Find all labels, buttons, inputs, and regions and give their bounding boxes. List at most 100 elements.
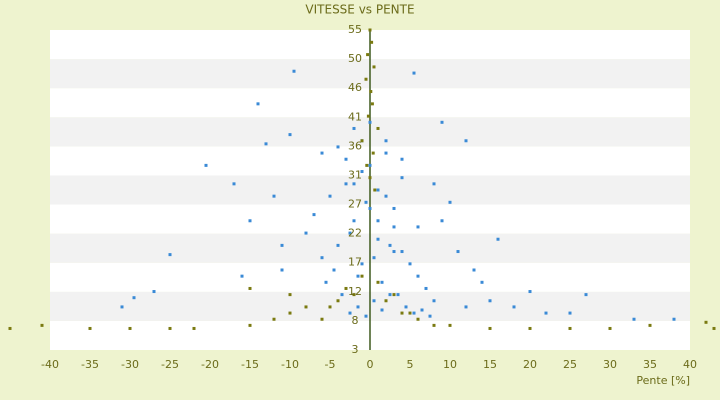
- point: [368, 206, 372, 210]
- point: [432, 323, 436, 327]
- point: [264, 142, 268, 146]
- point: [544, 311, 548, 315]
- point: [424, 286, 428, 290]
- x-tick-label: -10: [281, 358, 299, 371]
- y-tick-label: 22: [348, 227, 362, 240]
- point: [488, 326, 492, 330]
- y-tick-label: 12: [348, 285, 362, 298]
- point: [388, 293, 392, 297]
- point: [428, 314, 432, 318]
- point: [456, 250, 460, 254]
- x-tick-label: -35: [81, 358, 99, 371]
- point: [356, 305, 360, 309]
- point: [408, 262, 412, 266]
- point: [280, 243, 284, 247]
- point: [384, 139, 388, 143]
- x-tick-label: -5: [325, 358, 336, 371]
- point: [568, 326, 572, 330]
- point: [288, 133, 292, 137]
- point: [320, 151, 324, 155]
- point: [448, 200, 452, 204]
- point: [412, 71, 416, 75]
- y-tick-label: 31: [348, 168, 362, 181]
- point: [336, 145, 340, 149]
- point: [288, 311, 292, 315]
- point: [332, 268, 336, 272]
- point: [464, 139, 468, 143]
- point: [364, 77, 368, 81]
- point: [336, 243, 340, 247]
- point: [168, 326, 172, 330]
- y-tick-label: 8: [352, 314, 359, 327]
- point: [376, 188, 380, 192]
- point: [366, 53, 370, 57]
- point: [400, 311, 404, 315]
- point: [292, 69, 296, 73]
- point: [132, 296, 136, 300]
- point: [256, 102, 260, 106]
- point: [356, 274, 360, 278]
- x-tick-label: -25: [161, 358, 179, 371]
- point: [368, 163, 372, 167]
- point: [248, 219, 252, 223]
- point: [240, 274, 244, 278]
- point: [608, 326, 612, 330]
- point: [288, 293, 292, 297]
- point: [432, 299, 436, 303]
- point: [448, 323, 452, 327]
- point: [388, 243, 392, 247]
- x-tick-label: 40: [683, 358, 697, 371]
- point: [40, 323, 44, 327]
- y-tick-label: 46: [348, 81, 362, 94]
- point: [360, 274, 364, 278]
- point: [312, 213, 316, 217]
- point: [370, 40, 374, 44]
- point: [352, 126, 356, 130]
- point: [632, 317, 636, 321]
- point: [584, 293, 588, 297]
- point: [376, 280, 380, 284]
- point: [120, 305, 124, 309]
- point: [328, 194, 332, 198]
- point: [272, 194, 276, 198]
- point: [344, 157, 348, 161]
- point: [364, 314, 368, 318]
- point: [412, 311, 416, 315]
- point: [568, 311, 572, 315]
- point: [366, 114, 370, 118]
- point: [376, 219, 380, 223]
- point: [340, 293, 344, 297]
- point: [373, 188, 377, 192]
- point: [248, 286, 252, 290]
- point: [440, 219, 444, 223]
- point: [280, 268, 284, 272]
- point: [328, 305, 332, 309]
- point: [360, 170, 364, 174]
- point: [360, 139, 364, 143]
- point: [204, 163, 208, 167]
- point: [369, 90, 373, 94]
- point: [464, 305, 468, 309]
- point: [408, 311, 412, 315]
- point: [416, 317, 420, 321]
- point: [320, 256, 324, 260]
- point: [404, 305, 408, 309]
- point: [272, 317, 276, 321]
- point: [512, 305, 516, 309]
- point: [368, 28, 372, 32]
- x-tick-label: 30: [603, 358, 617, 371]
- point: [88, 326, 92, 330]
- point: [488, 299, 492, 303]
- point: [672, 317, 676, 321]
- point: [372, 299, 376, 303]
- point: [380, 308, 384, 312]
- point: [416, 225, 420, 229]
- point: [396, 293, 400, 297]
- x-tick-label: 25: [563, 358, 577, 371]
- point: [352, 293, 356, 297]
- point: [232, 182, 236, 186]
- point: [712, 326, 716, 330]
- point: [368, 176, 372, 180]
- y-tick-label: 3: [352, 343, 359, 356]
